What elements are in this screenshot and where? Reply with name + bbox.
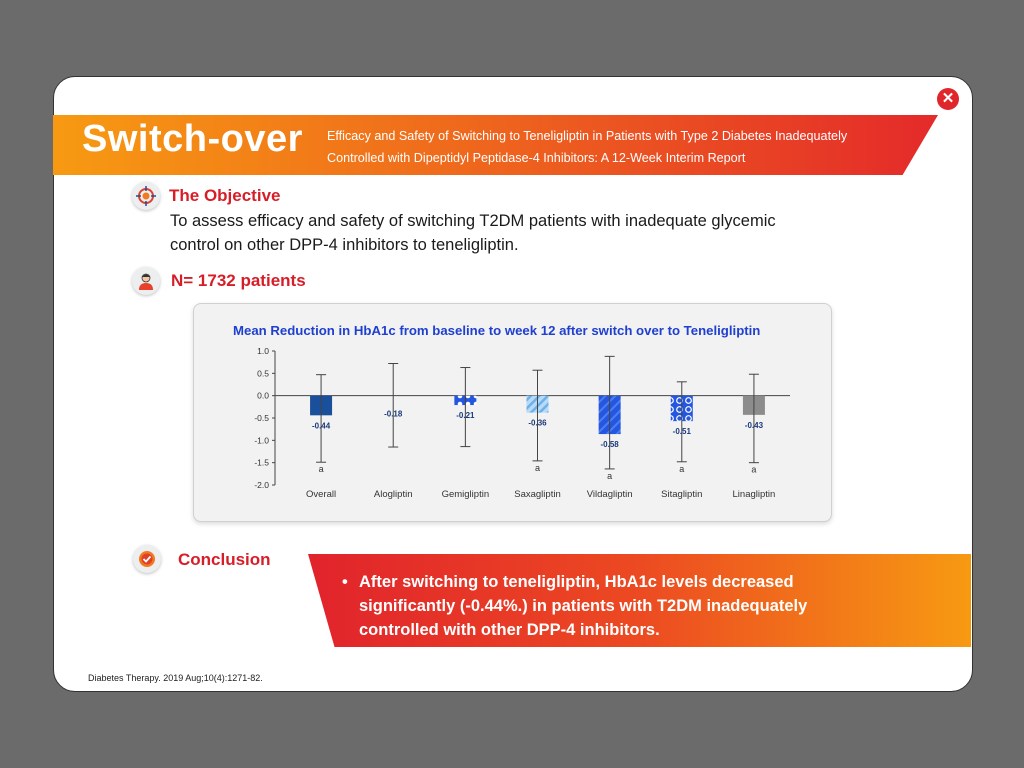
chart-title: Mean Reduction in HbA1c from baseline to… — [233, 323, 761, 338]
conclusion-line1: After switching to teneligliptin, HbA1c … — [359, 573, 794, 591]
close-button[interactable]: ✕ — [937, 88, 959, 110]
objective-text: To assess efficacy and safety of switchi… — [170, 209, 890, 257]
y-tick-label: -1.0 — [254, 435, 269, 445]
target-icon — [132, 182, 160, 210]
check-badge-icon — [133, 545, 161, 573]
y-tick-label: -1.5 — [254, 458, 269, 468]
value-label: -0.43 — [745, 421, 764, 430]
significance-label: a — [535, 463, 540, 473]
value-label: -0.36 — [528, 419, 547, 428]
category-label: Overall — [306, 489, 336, 500]
patients-heading: N= 1732 patients — [171, 271, 306, 290]
category-label: Gemigliptin — [442, 489, 490, 500]
value-label: -0.58 — [601, 440, 620, 449]
y-tick-label: 0.5 — [257, 368, 269, 378]
conclusion-heading: Conclusion — [178, 550, 271, 569]
category-label: Linagliptin — [733, 489, 776, 500]
banner-subtitle-line1: Efficacy and Safety of Switching to Tene… — [327, 129, 848, 143]
category-label: Alogliptin — [374, 489, 413, 500]
category-label: Sitagliptin — [661, 489, 702, 500]
close-icon: ✕ — [941, 90, 955, 107]
significance-label: a — [679, 464, 684, 474]
significance-label: a — [607, 471, 612, 481]
banner-subtitle-line2: Controlled with Dipeptidyl Peptidase-4 I… — [327, 151, 746, 165]
banner-title: Switch-over — [82, 118, 303, 160]
conclusion-line3: controlled with other DPP-4 inhibitors. — [359, 621, 660, 639]
conclusion-line2: significantly (-0.44%.) in patients with… — [359, 597, 808, 615]
value-label: -0.18 — [384, 410, 403, 419]
category-label: Saxagliptin — [514, 489, 560, 500]
value-label: -0.21 — [456, 411, 475, 420]
objective-heading: The Objective — [169, 186, 281, 205]
conclusion-banner — [308, 554, 971, 647]
banner-subtitle: Efficacy and Safety of Switching to Tene… — [327, 125, 927, 169]
y-tick-label: -2.0 — [254, 480, 269, 490]
chart-panel — [193, 303, 832, 522]
title-banner — [53, 115, 938, 175]
category-label: Vildagliptin — [587, 489, 633, 500]
significance-label: a — [319, 464, 324, 474]
person-icon — [132, 267, 160, 295]
y-tick-label: 0.0 — [257, 391, 269, 401]
value-label: -0.51 — [673, 427, 692, 436]
objective-line2: control on other DPP-4 inhibitors to ten… — [170, 236, 519, 254]
conclusion-bullet: • — [342, 573, 348, 591]
y-tick-label: 1.0 — [257, 346, 269, 356]
y-tick-label: -0.5 — [254, 413, 269, 423]
citation: Diabetes Therapy. 2019 Aug;10(4):1271-82… — [88, 673, 263, 683]
value-label: -0.44 — [312, 421, 331, 430]
significance-label: a — [751, 465, 756, 475]
objective-line1: To assess efficacy and safety of switchi… — [170, 212, 776, 230]
